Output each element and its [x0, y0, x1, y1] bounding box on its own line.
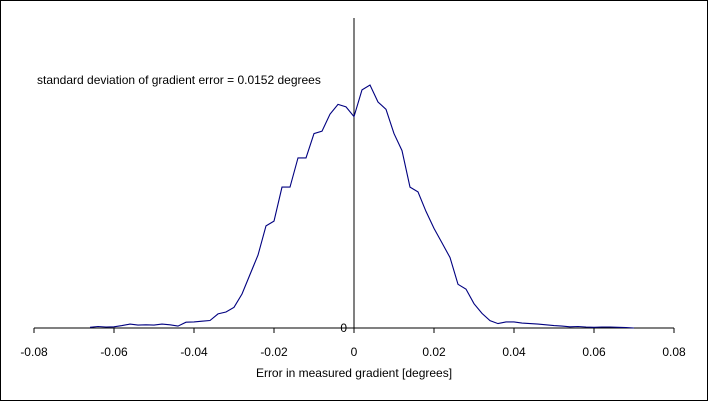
series-line [89, 84, 635, 329]
x-tick-label: -0.06 [100, 345, 128, 359]
x-tick-label: 0.08 [662, 345, 686, 359]
x-tick-label: -0.08 [20, 345, 48, 359]
y-tick-label: 0 [340, 321, 347, 335]
x-tick-label: -0.04 [180, 345, 208, 359]
x-axis-label: Error in measured gradient [degrees] [256, 366, 452, 380]
x-axis: -0.08 -0.06 -0.04 -0.02 0 0.02 0.04 0.06 0.08 [20, 327, 686, 359]
x-tick-label: -0.02 [260, 345, 288, 359]
chart-annotation: standard deviation of gradient error = 0… [37, 73, 321, 87]
x-ticks [33, 328, 675, 333]
x-tick-label: 0.04 [502, 345, 526, 359]
x-tick-labels: -0.08 -0.06 -0.04 -0.02 0 0.02 0.04 0.06 0.08 [20, 345, 686, 359]
y-axis: 0 [340, 18, 355, 335]
x-tick-label: 0.06 [582, 345, 606, 359]
x-tick-label: 0.02 [422, 345, 446, 359]
x-tick-label: 0 [351, 345, 358, 359]
